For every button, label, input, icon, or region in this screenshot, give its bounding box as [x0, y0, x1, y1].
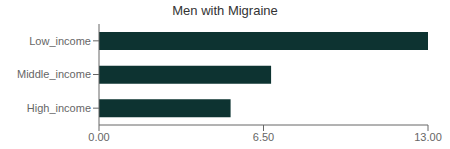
svg-text:Middle_income: Middle_income	[17, 68, 91, 80]
svg-text:0.00: 0.00	[88, 131, 109, 143]
svg-text:High_income: High_income	[27, 102, 91, 114]
svg-text:6.50: 6.50	[253, 131, 274, 143]
svg-text:13.00: 13.00	[414, 131, 442, 143]
html-text:Men with Migraine: Men with Migraine	[172, 3, 278, 18]
svg-text:Low_income: Low_income	[29, 35, 91, 47]
